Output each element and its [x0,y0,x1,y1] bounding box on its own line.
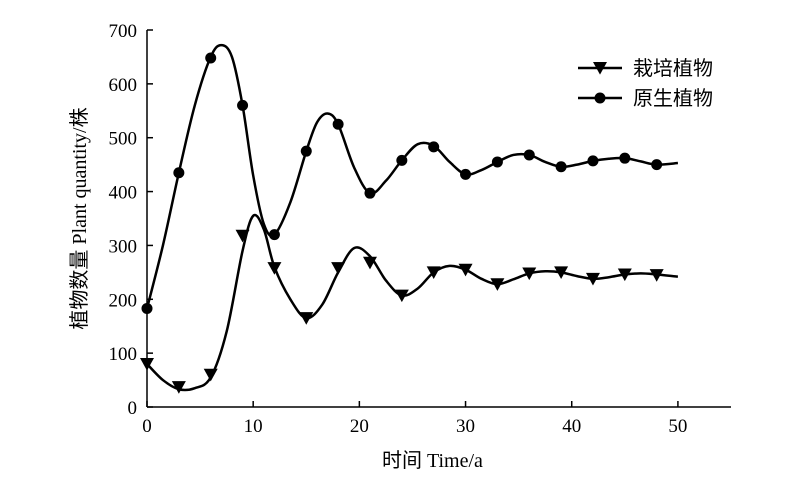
data-point-cultivated [617,268,632,282]
legend-marker-cultivated [593,62,607,75]
x-tick-label: 50 [668,416,687,437]
data-point-cultivated [140,357,154,371]
data-point-cultivated [426,266,441,280]
x-tick-label: 40 [562,416,581,437]
x-axis-title: 时间 Time/a [382,449,483,472]
y-tick-label: 200 [109,290,138,311]
data-point-native [268,229,280,241]
y-tick-label: 300 [109,236,138,257]
data-point-native [587,155,599,167]
data-point-cultivated [649,269,664,282]
data-point-cultivated [458,263,473,277]
data-point-native [300,145,312,157]
data-point-native [460,168,472,180]
data-point-cultivated [490,278,505,291]
data-point-cultivated [522,267,537,281]
data-point-native [651,159,663,171]
series-layer [140,43,679,394]
y-tick-label: 600 [109,75,138,96]
series-native [141,43,679,314]
legend-marker-native [594,92,606,104]
legend-label-native: 原生植物 [633,87,713,110]
data-point-cultivated [299,312,314,325]
data-point-cultivated [235,229,250,243]
data-point-cultivated [585,272,600,286]
data-point-native [332,118,344,130]
x-tick-label: 30 [456,416,475,437]
data-point-cultivated [331,262,346,275]
data-point-native [619,152,631,164]
legend-item-native: 原生植物 [578,87,713,110]
x-tick-label: 0 [142,416,152,437]
data-point-cultivated [203,368,218,382]
y-tick-label: 400 [109,183,138,204]
x-tick-label: 20 [350,416,369,437]
data-point-cultivated [362,256,377,270]
y-axis-title-group: 植物数量 Plant quantity/株 [68,107,91,329]
y-tick-label: 0 [128,398,138,419]
data-point-native [428,141,440,153]
data-point-cultivated [171,381,186,394]
data-point-native [555,161,567,173]
data-point-native [205,52,217,64]
data-point-cultivated [554,266,569,280]
series-cultivated [140,213,679,394]
data-point-native [491,156,503,168]
y-tick-label: 700 [109,21,138,42]
legend-label-cultivated: 栽培植物 [633,57,713,80]
y-axis-title: 植物数量 Plant quantity/株 [68,107,91,329]
x-tick-label: 10 [244,416,263,437]
series-line-native [145,43,679,309]
data-point-native [141,302,153,314]
y-tick-label: 100 [109,344,138,365]
data-point-native [523,149,535,161]
legend: 栽培植物 原生植物 [578,57,713,110]
series-line-cultivated [146,213,679,392]
data-point-native [173,167,185,179]
data-point-native [237,99,249,111]
data-point-native [364,187,376,199]
data-point-native [396,154,408,166]
legend-item-cultivated: 栽培植物 [578,57,713,80]
data-point-cultivated [394,289,409,303]
data-point-cultivated [267,262,282,275]
y-tick-label: 500 [109,129,138,150]
